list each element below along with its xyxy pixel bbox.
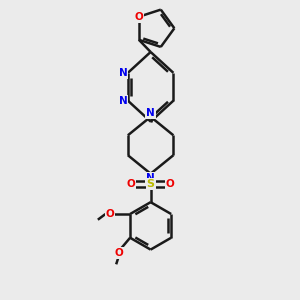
Text: N: N [146,108,155,118]
Text: N: N [146,172,155,182]
Text: O: O [166,179,175,189]
Text: O: O [114,248,123,258]
Text: N: N [119,96,128,106]
Text: N: N [119,68,128,78]
Text: O: O [134,12,143,22]
Text: O: O [106,209,114,219]
Text: O: O [127,179,135,189]
Text: S: S [147,179,154,189]
